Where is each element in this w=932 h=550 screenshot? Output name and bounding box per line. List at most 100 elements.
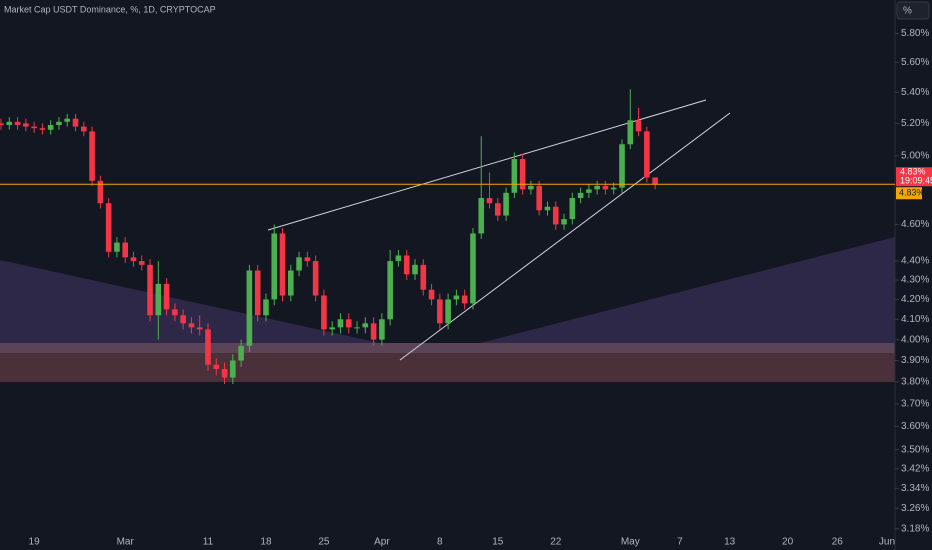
candle-body (196, 327, 203, 330)
candle-body (602, 185, 609, 190)
candle-body (155, 283, 162, 316)
y-tick-label: 3.26% (901, 503, 929, 514)
y-tick-label: 5.80% (901, 28, 929, 39)
candle-body (89, 131, 95, 181)
candle-body (486, 198, 493, 204)
candle-body (296, 257, 302, 271)
candle-body (288, 270, 294, 296)
candle-body (544, 206, 551, 211)
support-band (0, 343, 895, 353)
support-band (0, 353, 895, 382)
candle-body (610, 187, 617, 190)
y-tick-label: 3.80% (901, 377, 929, 388)
x-tick-label: 13 (724, 537, 736, 548)
y-tick-label: 5.60% (901, 57, 929, 68)
y-tick-label: 3.60% (901, 421, 929, 432)
candle-body (594, 185, 600, 190)
x-tick-label: 8 (437, 537, 443, 548)
x-tick-label: May (621, 537, 640, 548)
candle-body (105, 203, 112, 252)
candle-body (478, 198, 485, 234)
candle-body (205, 329, 211, 365)
price-badge-label: 4.83% (900, 167, 926, 177)
candle-body (172, 309, 178, 316)
candle-body (519, 159, 526, 190)
shaded-zone (0, 260, 380, 343)
y-tick-label: 5.00% (901, 150, 929, 161)
candle-body (511, 159, 518, 193)
unit-button[interactable] (896, 1, 930, 20)
y-tick-label: 5.40% (901, 87, 929, 98)
x-tick-label: 11 (203, 537, 214, 548)
candle-body (337, 319, 344, 328)
candle-body (64, 118, 71, 122)
unit-button-label[interactable]: % (903, 6, 912, 17)
candle-body (387, 261, 393, 320)
candle-body (619, 144, 625, 188)
candle-body (644, 131, 650, 178)
candle-body (561, 219, 567, 225)
candle-body (230, 360, 236, 378)
candle-body (428, 289, 435, 300)
candle-body (461, 295, 468, 304)
candle-body (213, 364, 220, 369)
y-tick-label: 4.10% (901, 314, 929, 325)
candle-body (6, 121, 13, 125)
y-tick-label: 3.18% (901, 523, 929, 534)
candle-body (163, 283, 170, 310)
candle-body (470, 233, 476, 304)
x-tick-label: 7 (677, 537, 683, 548)
candle-body (130, 257, 137, 262)
chart-title: Market Cap USDT Dominance, %, 1D, CRYPTO… (4, 4, 216, 14)
x-tick-label: Jun (879, 537, 895, 548)
candle-body (586, 189, 592, 193)
price-badge (896, 167, 932, 187)
countdown: 19:09:45 (900, 176, 932, 186)
last-price-badge (896, 187, 922, 200)
candle-body (577, 192, 584, 199)
shaded-zone (480, 237, 895, 343)
candle-body (395, 255, 402, 262)
candle-body (569, 198, 576, 220)
candle-body (238, 345, 244, 361)
candle-body (81, 126, 87, 132)
y-tick-label: 3.34% (901, 483, 929, 494)
y-tick-label: 3.70% (901, 399, 929, 410)
candle-body (370, 323, 377, 340)
x-tick-label: Mar (117, 537, 135, 548)
x-tick-label: 20 (782, 537, 794, 548)
last-price-label: 4.83% (899, 188, 925, 198)
y-tick-label: 3.50% (901, 444, 929, 455)
candle-body (552, 206, 559, 225)
y-tick-label: 4.20% (901, 294, 929, 305)
candle-body (445, 299, 451, 324)
candle-body (362, 323, 369, 328)
x-tick-label: 25 (318, 537, 330, 548)
candle-body (97, 180, 104, 204)
y-tick-label: 4.60% (901, 219, 929, 230)
x-tick-label: 19 (29, 537, 41, 548)
trend-line (399, 112, 731, 361)
candle-body (263, 299, 269, 316)
candle-body (412, 264, 418, 275)
candle-body (627, 120, 634, 145)
candle-body (652, 177, 658, 185)
candle-body (321, 295, 327, 330)
y-tick-label: 4.00% (901, 334, 929, 345)
x-tick-label: Apr (374, 537, 390, 548)
candle-body (528, 185, 534, 190)
x-tick-label: 15 (492, 537, 504, 548)
candle-body (495, 203, 501, 216)
candle-body (14, 121, 21, 125)
candle-body (0, 123, 4, 125)
candle-body (180, 315, 186, 324)
candle-body (312, 261, 319, 296)
candle-body (304, 257, 311, 262)
candle-body (403, 255, 410, 275)
x-tick-label: 22 (550, 537, 562, 548)
candle-body (420, 264, 427, 290)
candle-body (271, 233, 278, 300)
candle-body (221, 368, 228, 378)
y-tick-label: 4.40% (901, 256, 929, 267)
